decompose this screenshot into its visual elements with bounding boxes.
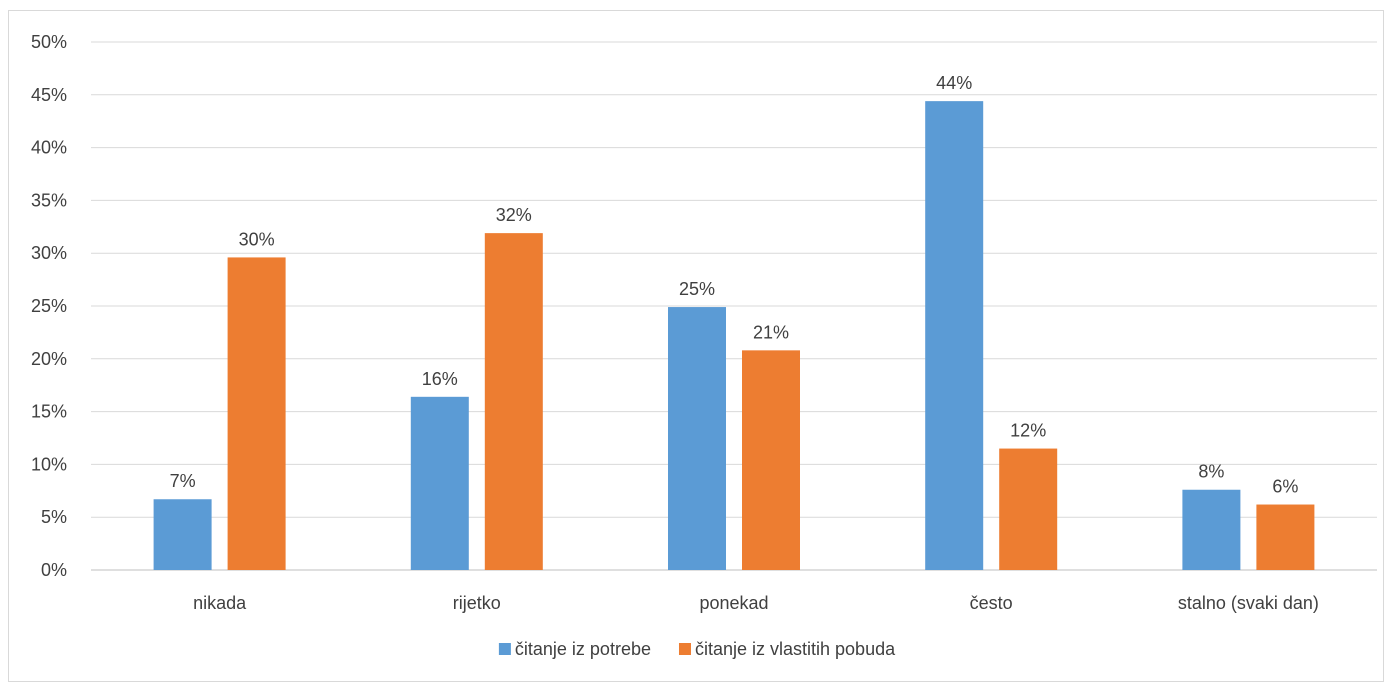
legend: čitanje iz potrebe čitanje iz vlastitih p… — [498, 639, 896, 659]
x-axis-category-labels: nikada rijetko ponekad često stalno (svaki d… — [193, 593, 1319, 613]
legend-label: čitanje iz vlastitih pobuda — [695, 639, 896, 659]
bar-vlastitih-pobuda-1 — [484, 233, 543, 571]
y-tick-label: 0% — [41, 560, 67, 580]
y-tick-label: 25% — [31, 296, 67, 316]
data-label: 16% — [422, 369, 458, 389]
y-tick-label: 45% — [31, 85, 67, 105]
chart-frame: 0% 5% 10% 15% 20% 25% 30% 35% 40% 45% 50% 7% 30% 16%… — [8, 10, 1384, 682]
y-tick-label: 20% — [31, 349, 67, 369]
data-label: 21% — [753, 322, 789, 342]
data-labels: 7% 30% 16% 32% 25% 21% 44% 12% 8% 6% — [170, 73, 1299, 496]
legend-swatch — [498, 643, 511, 655]
y-axis-tick-labels: 0% 5% 10% 15% 20% 25% 30% 35% 40% 45% 50% — [31, 32, 67, 580]
data-label: 12% — [1010, 421, 1046, 441]
bar-vlastitih-pobuda-4 — [1256, 504, 1315, 570]
data-label: 8% — [1198, 462, 1224, 482]
bar-potrebe-1 — [410, 396, 469, 570]
bar-potrebe-0 — [153, 499, 212, 570]
y-tick-label: 35% — [31, 190, 67, 210]
x-category-label: često — [970, 593, 1013, 613]
bar-potrebe-2 — [668, 307, 726, 570]
y-tick-label: 30% — [31, 243, 67, 263]
y-tick-label: 50% — [31, 32, 67, 52]
data-label: 7% — [170, 471, 196, 491]
bar-potrebe-3 — [925, 101, 984, 571]
x-category-label: rijetko — [453, 593, 501, 613]
y-tick-label: 10% — [31, 454, 67, 474]
bar-vlastitih-pobuda-3 — [999, 448, 1058, 570]
bar-chart: 0% 5% 10% 15% 20% 25% 30% 35% 40% 45% 50% 7% 30% 16%… — [31, 32, 1377, 659]
x-category-label: stalno (svaki dan) — [1178, 593, 1319, 613]
y-tick-label: 40% — [31, 138, 67, 158]
x-category-label: ponekad — [699, 593, 768, 613]
data-label: 25% — [679, 279, 715, 299]
data-label: 30% — [239, 229, 275, 249]
data-label: 44% — [936, 73, 972, 93]
y-tick-label: 5% — [41, 507, 67, 527]
data-label: 6% — [1272, 477, 1298, 497]
y-tick-label: 15% — [31, 402, 67, 422]
bar-potrebe-4 — [1182, 489, 1241, 570]
data-label: 32% — [496, 205, 532, 225]
bar-vlastitih-pobuda-0 — [227, 257, 286, 570]
gridlines — [91, 41, 1377, 571]
legend-label: čitanje iz potrebe — [515, 639, 651, 659]
bars — [153, 101, 1315, 571]
bar-vlastitih-pobuda-2 — [742, 350, 800, 570]
legend-swatch — [678, 643, 691, 655]
x-category-label: nikada — [193, 593, 247, 613]
